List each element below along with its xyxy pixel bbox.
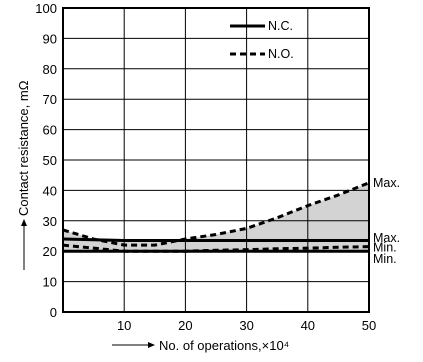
y-tick-label-60: 60: [43, 123, 57, 138]
annotation-no-upper: Max.: [373, 176, 400, 190]
gridlines: [63, 8, 369, 312]
y-axis-arrow-head: [21, 219, 27, 226]
plot-frame: [62, 7, 370, 313]
shaded-ranges: [63, 182, 369, 252]
x-tick-label-20: 20: [178, 318, 192, 333]
x-tick-label-50: 50: [362, 318, 376, 333]
series-no-min-line: [62, 243, 370, 253]
y-tick-label-50: 50: [43, 153, 57, 168]
y-tick-label-40: 40: [43, 183, 57, 198]
x-tick-label-10: 10: [117, 318, 131, 333]
annotation-no-lower: Min.: [373, 241, 397, 255]
y-tick-label-20: 20: [43, 244, 57, 259]
tick-labels: 0 10 20 30 40 50 60 70 80 90 100 10 20 30 40 50: [35, 1, 376, 333]
y-tick-label-90: 90: [43, 31, 57, 46]
x-axis-title-group: No. of operations,×10⁴: [112, 338, 289, 353]
legend-no-label: N.O.: [268, 47, 294, 61]
series-no-max-line: [62, 181, 370, 247]
y-tick-label-0: 0: [50, 305, 57, 320]
x-tick-label-40: 40: [301, 318, 315, 333]
legend: N.C. N.O.: [230, 19, 294, 61]
y-tick-label-100: 100: [35, 1, 57, 16]
max-min-labels: Max.Max.Min.Min.: [373, 176, 400, 266]
annotation-nc-lower: Min.: [373, 252, 397, 266]
y-tick-label-80: 80: [43, 62, 57, 77]
x-axis-arrow-head: [148, 342, 155, 348]
y-tick-label-10: 10: [43, 275, 57, 290]
y-tick-label-30: 30: [43, 214, 57, 229]
legend-nc-label: N.C.: [268, 19, 293, 33]
x-tick-label-30: 30: [239, 318, 253, 333]
annotation-nc-upper: Max.: [373, 231, 400, 245]
series-nc-max-line: [62, 237, 369, 243]
y-axis-title: Contact resistance, mΩ: [16, 80, 31, 216]
x-axis-title: No. of operations,×10⁴: [159, 338, 289, 353]
series-lines: [62, 181, 370, 253]
y-axis-title-group: Contact resistance, mΩ: [16, 80, 31, 270]
range-fill-no: [63, 182, 369, 252]
y-tick-label-70: 70: [43, 92, 57, 107]
